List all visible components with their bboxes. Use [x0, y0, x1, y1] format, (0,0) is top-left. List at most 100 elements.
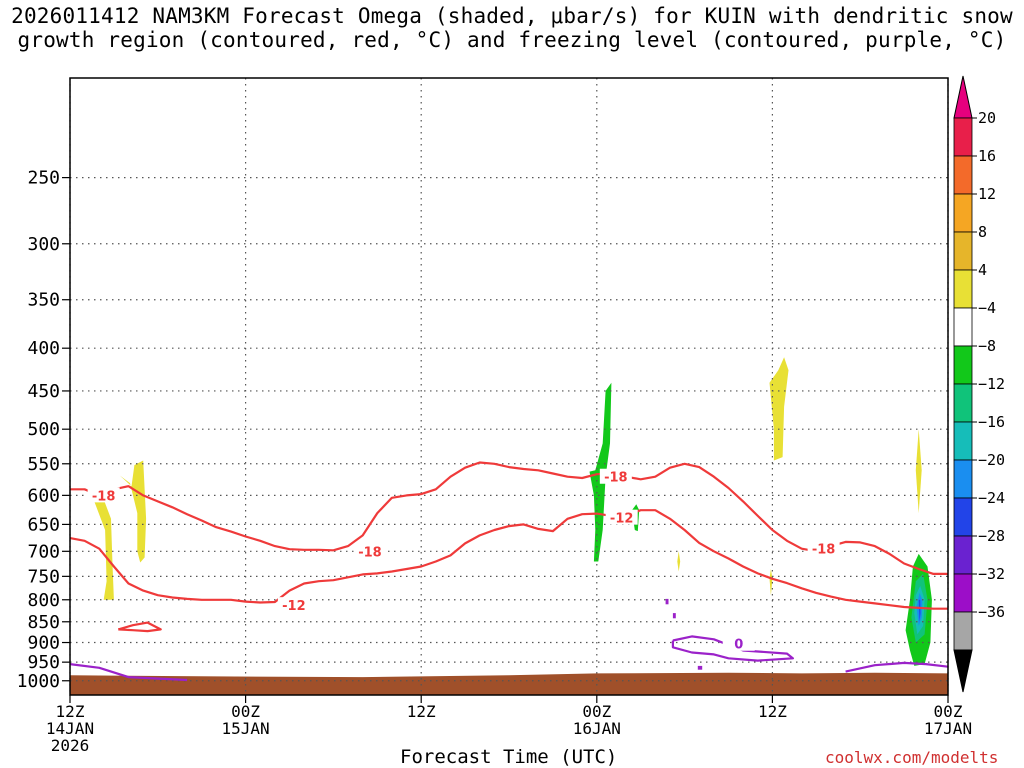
- colorbar-label-2: 12: [978, 185, 996, 203]
- omega-region-6: [769, 569, 773, 596]
- omega-region-7: [915, 429, 922, 514]
- contour-2: [117, 621, 162, 633]
- x-tick-label-0-2: 2026: [51, 736, 90, 755]
- colorbar-label-13: −36: [978, 603, 1005, 621]
- colorbar-bottom-arrow: [953, 649, 973, 693]
- x-tick-label-0-0: 12Z: [56, 702, 85, 721]
- colorbar-label-1: 16: [978, 147, 996, 165]
- omega-region-0: [92, 495, 114, 600]
- omega-region-5: [769, 357, 789, 461]
- colorbar-label-12: −32: [978, 565, 1005, 583]
- contour-label-bg-1-0: [277, 597, 310, 613]
- y-tick-label-250: 250: [27, 168, 60, 189]
- y-tick-label-300: 300: [27, 234, 60, 255]
- colorbar-label-4: 4: [978, 261, 987, 279]
- colorbar-swatch-4: [953, 269, 973, 309]
- x-tick-label-36-0: 00Z: [582, 702, 611, 721]
- omega-shading: [92, 357, 932, 670]
- colorbar-swatch-2: [953, 193, 973, 233]
- x-axis-label: Forecast Time (UTC): [400, 746, 618, 768]
- y-tick-label-550: 550: [27, 454, 60, 475]
- contour-label-bg-1-1: [605, 509, 638, 525]
- plot-frame: [69, 77, 949, 696]
- colorbar-top-arrow: [953, 75, 973, 119]
- contour-label-1-0: -12: [282, 599, 306, 614]
- contour-label-0-0: -18: [92, 489, 116, 504]
- contour-label-bg-0-1: [353, 543, 386, 559]
- terrain-surface: [70, 672, 948, 695]
- colorbar-swatch-10: [953, 497, 973, 537]
- y-tick-label-1000: 1000: [17, 671, 60, 692]
- colorbar-label-10: −24: [978, 489, 1005, 507]
- contour-label-5-0: 0: [734, 638, 743, 653]
- colorbar-label-9: −20: [978, 451, 1005, 469]
- colorbar-label-3: 8: [978, 223, 987, 241]
- x-tick-label-60-1: 17JAN: [924, 719, 972, 738]
- colorbar-label-5: −4: [978, 299, 996, 317]
- y-tick-label-450: 450: [27, 381, 60, 402]
- x-tick-label-36-1: 16JAN: [573, 719, 621, 738]
- grid-lines: [69, 78, 949, 695]
- colorbar-label-7: −12: [978, 375, 1005, 393]
- contour-label-bg-0-2: [599, 468, 632, 484]
- x-tick-label-48-0: 12Z: [758, 702, 787, 721]
- x-tick-label-60-0: 00Z: [934, 702, 963, 721]
- y-tick-label-750: 750: [27, 566, 60, 587]
- contour-label-bg-0-3: [807, 540, 840, 556]
- colorbar-swatch-0: [953, 117, 973, 157]
- y-tick-label-600: 600: [27, 485, 60, 506]
- contour-4: [845, 661, 949, 673]
- colorbar-swatch-3: [953, 231, 973, 271]
- contour-label-0-1: -18: [358, 545, 382, 560]
- chart-title: 2026011412 NAM3KM Forecast Omega (shaded…: [0, 4, 1024, 52]
- plot-border: [69, 77, 949, 696]
- contour-5: [671, 635, 795, 662]
- contour-0: [70, 461, 948, 576]
- contour-label-0-3: -18: [812, 543, 836, 558]
- x-tick-label-12-1: 15JAN: [222, 719, 270, 738]
- y-tick-label-900: 900: [27, 633, 60, 654]
- y-tick-label-650: 650: [27, 514, 60, 535]
- y-tick-label-500: 500: [27, 419, 60, 440]
- omega-region-1: [119, 460, 147, 563]
- omega-region-14: [672, 613, 676, 619]
- omega-region-4: [677, 551, 681, 572]
- y-tick-label-950: 950: [27, 652, 60, 673]
- title-line-2: growth region (contoured, red, °C) and f…: [17, 28, 1007, 52]
- y-tick-label-700: 700: [27, 541, 60, 562]
- contour-3: [69, 663, 188, 682]
- terrain-fill: [70, 672, 948, 695]
- colorbar-swatch-5: [953, 307, 973, 347]
- colorbar-swatch-12: [953, 573, 973, 613]
- colorbar-label-0: 20: [978, 109, 996, 127]
- colorbar: 20 16 12 8 4 −4 −8 −12 −16 −20 −24 −28 −32 −36: [953, 75, 1005, 693]
- contour-label-0-2: -18: [604, 471, 628, 486]
- omega-region-13: [665, 598, 669, 605]
- colorbar-swatch-9: [953, 459, 973, 499]
- x-tick-label-12-0: 00Z: [231, 702, 260, 721]
- contour-label-1-1: -12: [610, 512, 634, 527]
- colorbar-label-11: −28: [978, 527, 1005, 545]
- colorbar-label-8: −16: [978, 413, 1005, 431]
- colorbar-swatch-11: [953, 535, 973, 575]
- y-tick-label-800: 800: [27, 590, 60, 611]
- x-tick-label-0-1: 14JAN: [46, 719, 94, 738]
- colorbar-swatch-1: [953, 155, 973, 195]
- contour-label-bg-5-0: [722, 635, 755, 651]
- y-tick-label-350: 350: [27, 290, 60, 311]
- y-axis-ticks: 2503003504004505005506006507007508008509…: [17, 168, 70, 692]
- contour-label-bg-0-0: [87, 487, 120, 503]
- title-line-1: 2026011412 NAM3KM Forecast Omega (shaded…: [11, 4, 1013, 28]
- colorbar-swatch-7: [953, 383, 973, 423]
- omega-region-12: [918, 599, 921, 622]
- colorbar-label-6: −8: [978, 337, 996, 355]
- colorbar-swatch-6: [953, 345, 973, 385]
- y-tick-label-400: 400: [27, 338, 60, 359]
- y-tick-label-850: 850: [27, 612, 60, 633]
- x-tick-label-24-0: 12Z: [407, 702, 436, 721]
- omega-region-15: [697, 665, 703, 670]
- colorbar-swatch-13: [953, 611, 973, 651]
- colorbar-swatch-8: [953, 421, 973, 461]
